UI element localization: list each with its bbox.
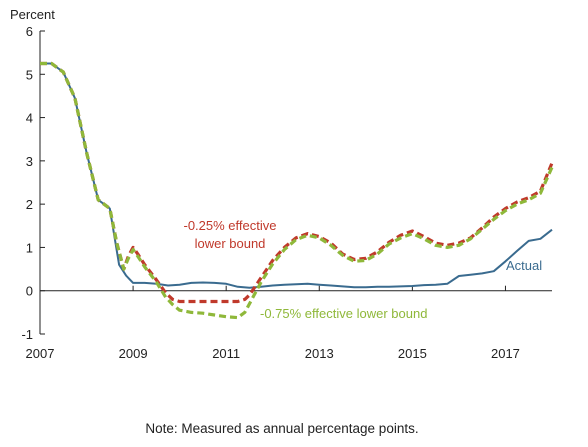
y-tick-label: 5 — [26, 67, 33, 82]
y-tick-label: 6 — [26, 24, 33, 39]
x-tick-label: 2017 — [491, 346, 520, 361]
y-tick-label: 4 — [26, 111, 33, 126]
series-lines — [40, 61, 554, 320]
y-tick-label: 3 — [26, 154, 33, 169]
series-lower-bound-025-line — [40, 61, 554, 304]
tick-labels: -1 0 1 2 3 4 5 6 2007 2009 2011 2013 2015 2017 — [21, 24, 519, 361]
x-tick-label: 2015 — [398, 346, 427, 361]
chart-note: Note: Measured as annual percentage poin… — [145, 421, 418, 436]
y-tick-label: 1 — [26, 240, 33, 255]
y-tick-label: 0 — [26, 284, 33, 299]
x-tick-label: 2009 — [119, 346, 148, 361]
y-axis-label: Percent — [10, 7, 55, 22]
x-tick-label: 2011 — [212, 346, 240, 361]
x-tick-label: 2013 — [305, 346, 334, 361]
y-tick-label: 2 — [26, 197, 33, 212]
annotation-lower-bound-025-line1: -0.25% effective — [184, 218, 277, 233]
annotation-lower-bound-025-line2: lower bound — [195, 236, 266, 251]
annotation-actual: Actual — [506, 258, 542, 273]
annotation-lower-bound-075: -0.75% effective lower bound — [260, 306, 427, 321]
axes — [39, 30, 552, 335]
series-actual-line — [40, 62, 553, 289]
y-tick-label: -1 — [21, 327, 33, 342]
x-tick-label: 2007 — [26, 346, 55, 361]
series-lower-bound-075-line — [40, 61, 554, 320]
